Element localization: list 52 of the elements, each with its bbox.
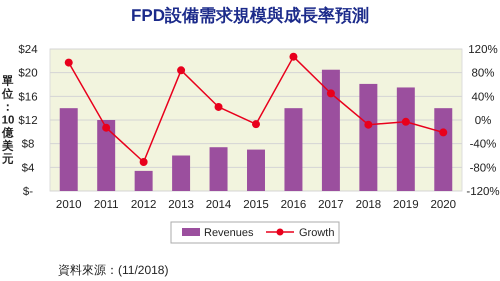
- x-tick-label: 2019: [393, 199, 419, 211]
- y-tick-label: $4: [22, 162, 35, 174]
- point: [364, 120, 372, 129]
- x-tick-label: 2015: [243, 199, 269, 211]
- y-tick-label: $16: [18, 91, 38, 104]
- legend-label: Growth: [299, 227, 334, 239]
- x-tick-label: 2018: [356, 199, 382, 211]
- x-tick-label: 2013: [168, 199, 194, 211]
- y-axis-title: 單位：10億美元: [1, 74, 15, 166]
- y2-tick-label: 0%: [474, 115, 492, 127]
- y-tick-label: $24: [18, 44, 38, 56]
- point: [402, 118, 410, 126]
- bar: [322, 70, 340, 191]
- x-tick-label: 2020: [430, 199, 456, 211]
- point: [252, 120, 260, 128]
- x-tick-label: 2014: [206, 199, 232, 211]
- legend-label: Revenues: [204, 227, 254, 239]
- point: [326, 89, 335, 98]
- bar: [396, 87, 415, 191]
- y2-tick-label: -120%: [466, 186, 500, 198]
- chart-title: FPD設備需求規模與成長率預測: [131, 6, 369, 25]
- point: [140, 158, 148, 166]
- x-tick-label: 2016: [280, 199, 306, 211]
- y2-tick-label: 120%: [468, 44, 498, 56]
- y-tick-label: $12: [18, 115, 38, 127]
- y2-tick-label: -80%: [470, 162, 496, 174]
- point: [64, 58, 73, 67]
- bar: [60, 108, 78, 191]
- point: [439, 128, 448, 136]
- bar: [284, 108, 302, 191]
- bar: [434, 108, 452, 191]
- point: [214, 102, 223, 111]
- x-tick-label: 2017: [318, 199, 344, 211]
- bar: [97, 120, 116, 191]
- y-tick-label: $20: [18, 68, 38, 80]
- y-tick-label: $8: [22, 138, 34, 151]
- bar: [247, 150, 265, 191]
- y2-tick-label: 40%: [471, 91, 495, 104]
- y2-tick-label: 80%: [471, 68, 495, 80]
- bar: [134, 170, 153, 191]
- point: [289, 52, 298, 61]
- source-note: 資料來源：(11/2018): [58, 263, 168, 277]
- x-tick-label: 2012: [130, 199, 156, 211]
- bar: [172, 156, 190, 191]
- y2-tick-label: -40%: [470, 138, 496, 151]
- bar: [210, 147, 228, 191]
- point: [102, 124, 110, 132]
- point: [177, 66, 186, 74]
- bar: [359, 84, 378, 191]
- x-tick-label: 2010: [56, 199, 82, 211]
- y-tick-label: $-: [22, 186, 34, 198]
- x-tick-label: 2011: [94, 199, 119, 211]
